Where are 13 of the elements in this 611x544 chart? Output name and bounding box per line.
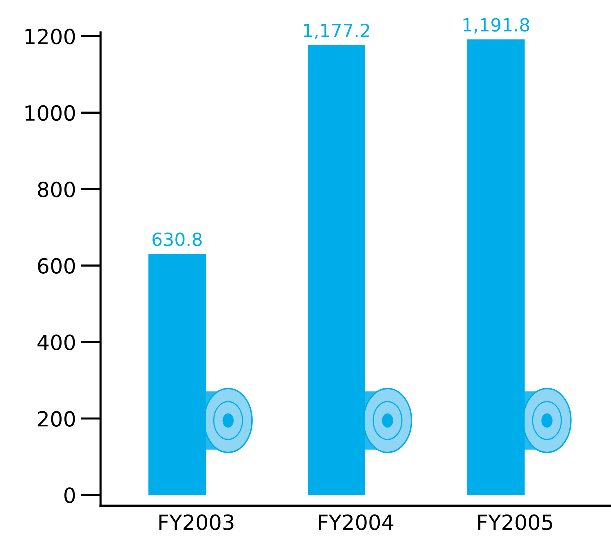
y-tick-label: 800 [38, 182, 76, 198]
data-label: 1,177.2 [304, 24, 370, 40]
data-label: 630.8 [152, 232, 202, 246]
x-tick-label: FY2004 [319, 514, 394, 530]
x-tick-label: FY2005 [478, 514, 552, 530]
y-tick-label: 1000 [26, 105, 76, 122]
data-label: 1,191.8 [464, 18, 530, 34]
y-tick-label: 200 [38, 411, 76, 427]
x-tick-label: FY2003 [160, 514, 234, 530]
y-tick-label: 400 [38, 334, 76, 351]
y-tick-label: 600 [38, 258, 76, 274]
y-tick-label: 0 [64, 488, 76, 504]
y-tick-label: 1200 [26, 28, 76, 45]
